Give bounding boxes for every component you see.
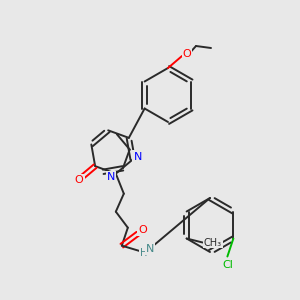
Text: O: O (75, 175, 83, 184)
Text: N: N (106, 172, 115, 182)
Text: CH₃: CH₃ (204, 238, 222, 248)
Text: O: O (138, 225, 147, 235)
Text: N: N (146, 244, 154, 254)
Text: H: H (140, 248, 148, 258)
Text: O: O (183, 49, 191, 59)
Text: N: N (134, 152, 142, 161)
Text: Cl: Cl (222, 260, 233, 269)
